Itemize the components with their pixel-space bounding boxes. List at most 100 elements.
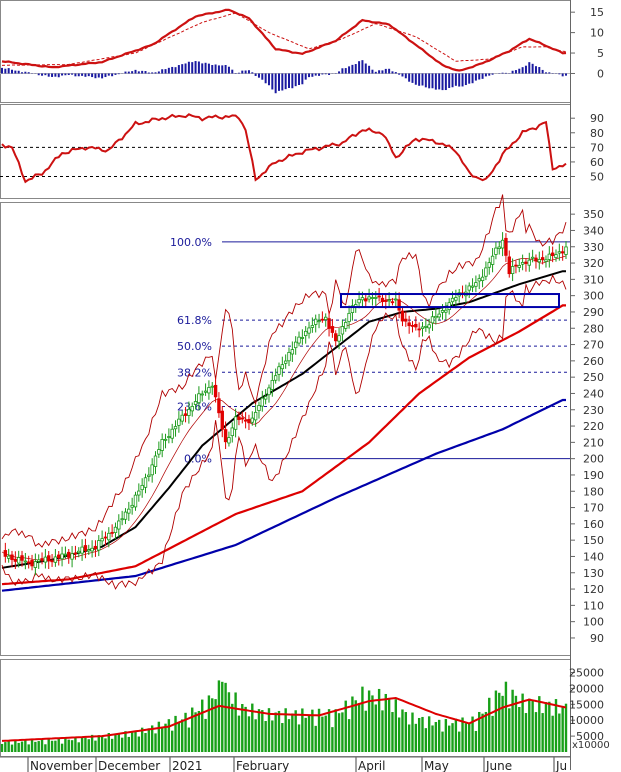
volume-bar: [468, 722, 471, 752]
volume-y-tick-label: 5000: [576, 730, 604, 743]
candle-body: [320, 318, 325, 321]
candle-body: [190, 406, 194, 412]
volume-bar: [528, 698, 531, 752]
volume-bar: [518, 707, 521, 752]
rsi-y-tick-label: 60: [590, 156, 604, 169]
candle-body: [537, 259, 542, 263]
price-y-tick-label: 260: [583, 355, 604, 368]
volume-bar: [531, 700, 534, 752]
price-y-tick-label: 310: [583, 273, 604, 286]
volume-bar: [311, 709, 314, 752]
volume-bar: [361, 686, 364, 752]
candle-body: [510, 266, 515, 274]
candle-body: [197, 393, 201, 404]
candle-body: [153, 455, 158, 467]
volume-bar: [100, 735, 104, 752]
volume-bar: [84, 737, 87, 752]
volume-bar: [397, 717, 401, 752]
candle-body: [367, 296, 371, 300]
price-y-tick-label: 270: [583, 339, 604, 352]
candle-body: [53, 556, 58, 563]
price-y-tick-label: 240: [583, 387, 604, 400]
candle-body: [347, 312, 351, 322]
macd-y-tick-label: 15: [590, 6, 604, 19]
volume-bar: [157, 721, 161, 752]
candle-body: [530, 256, 535, 259]
volume-bar: [344, 700, 347, 752]
candle-body: [90, 547, 94, 552]
candle-body: [207, 387, 211, 394]
candle-body: [137, 490, 141, 496]
candle-body: [280, 364, 285, 370]
volume-bar: [554, 699, 558, 752]
price-y-tick-label: 320: [583, 257, 604, 270]
volume-bar: [147, 728, 151, 752]
bollinger-lower-line: [1, 274, 567, 590]
macd-y-tick-label: 5: [597, 47, 604, 60]
candle-body: [40, 558, 44, 561]
candle-body: [490, 255, 495, 265]
volume-bar: [120, 737, 124, 752]
volume-bar: [394, 699, 397, 752]
price-y-tick-label: 110: [583, 599, 604, 612]
candle-body: [267, 387, 271, 396]
ma-mid-line: [1, 304, 566, 586]
x-axis: November December 2021 February April May June…: [0, 756, 570, 772]
candle-body: [470, 285, 475, 288]
volume-bar: [271, 720, 274, 752]
candle-body: [173, 426, 178, 430]
volume-bar: [508, 708, 511, 752]
volume-bar: [110, 738, 114, 752]
candle-body: [260, 397, 265, 407]
volume-bar: [327, 709, 331, 752]
volume-bar: [431, 725, 434, 752]
volume-bar: [117, 733, 121, 752]
volume-bar: [80, 736, 84, 752]
candle-body: [147, 474, 151, 477]
fib-level-label: 0.0%: [184, 453, 212, 466]
candle-body: [557, 251, 562, 254]
candle-body: [360, 297, 365, 301]
candle-body: [434, 315, 438, 319]
price-panel: 350 340 330 320 310 300 290 280 270 260 250 240 230 2…: [1, 194, 604, 645]
candle-body: [500, 239, 505, 249]
volume-bar: [474, 730, 478, 752]
volume-bar: [10, 744, 14, 752]
candle-body: [217, 398, 221, 414]
candle-body: [187, 409, 191, 416]
candle-body: [26, 561, 31, 564]
volume-bar: [511, 689, 514, 752]
candle-body: [550, 252, 555, 257]
fib-level-label: 50.0%: [177, 340, 212, 353]
candle-body: [263, 396, 268, 400]
volume-bar: [44, 744, 47, 752]
x-tick-label: November: [30, 759, 92, 772]
candle-body: [554, 254, 558, 258]
volume-bar: [197, 710, 201, 752]
candle-body: [250, 417, 254, 423]
candle-body: [70, 553, 74, 560]
volume-bar: [481, 713, 484, 752]
candle-body: [370, 297, 375, 299]
volume-bar: [34, 741, 37, 752]
x-tick-label: Ju: [555, 759, 567, 772]
candle-body: [400, 310, 405, 322]
volume-bar: [484, 711, 488, 752]
volume-bar: [184, 712, 187, 752]
volume-bar: [204, 718, 207, 752]
volume-bar: [538, 696, 541, 752]
candle-body: [133, 494, 138, 508]
volume-bar: [241, 703, 244, 752]
volume-bar: [524, 713, 528, 752]
volume-bar: [514, 695, 518, 752]
volume-bar: [314, 725, 317, 752]
price-y-tick-label: 170: [583, 502, 604, 515]
candle-body: [534, 257, 538, 262]
price-y-tick-label: 100: [583, 616, 604, 629]
candle-body: [307, 327, 311, 334]
candle-body: [213, 384, 218, 398]
volume-bar: [374, 704, 377, 752]
price-y-tick-label: 330: [583, 241, 604, 254]
candle-body: [13, 558, 18, 562]
